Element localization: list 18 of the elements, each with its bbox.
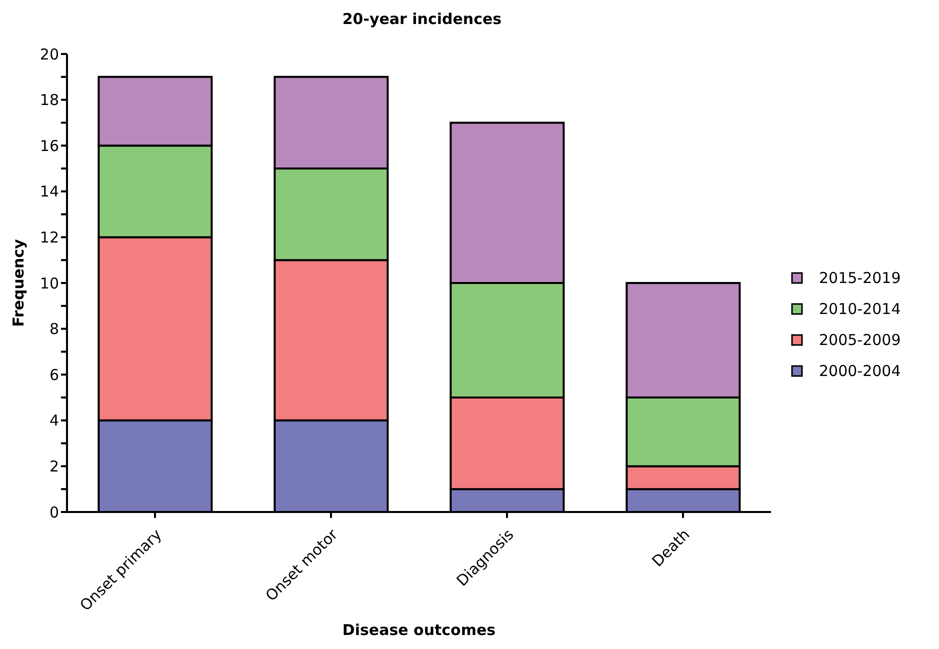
y-tick-label: 6 — [49, 366, 59, 384]
y-tick-label: 14 — [40, 182, 59, 201]
y-axis-title: Frequency — [9, 238, 28, 327]
y-tick-label: 20 — [40, 45, 59, 64]
legend-label: 2015-2019 — [819, 269, 901, 287]
chart-title: 20-year incidences — [341, 10, 503, 28]
y-tick-label: 16 — [40, 136, 59, 155]
x-axis-title: Disease outcomes — [342, 621, 496, 639]
y-tick-label: 4 — [49, 412, 59, 430]
y-tick-label: 8 — [49, 320, 59, 338]
legend-label: 2010-2014 — [819, 300, 901, 318]
y-tick-label: 0 — [49, 503, 59, 522]
legend-label: 2005-2009 — [819, 331, 901, 349]
y-tick-label: 2 — [49, 458, 59, 476]
y-tick-label: 18 — [40, 91, 59, 110]
y-tick-label: 12 — [40, 228, 59, 247]
legend-label: 2000-2004 — [819, 362, 901, 380]
y-tick-label: 10 — [40, 274, 59, 292]
